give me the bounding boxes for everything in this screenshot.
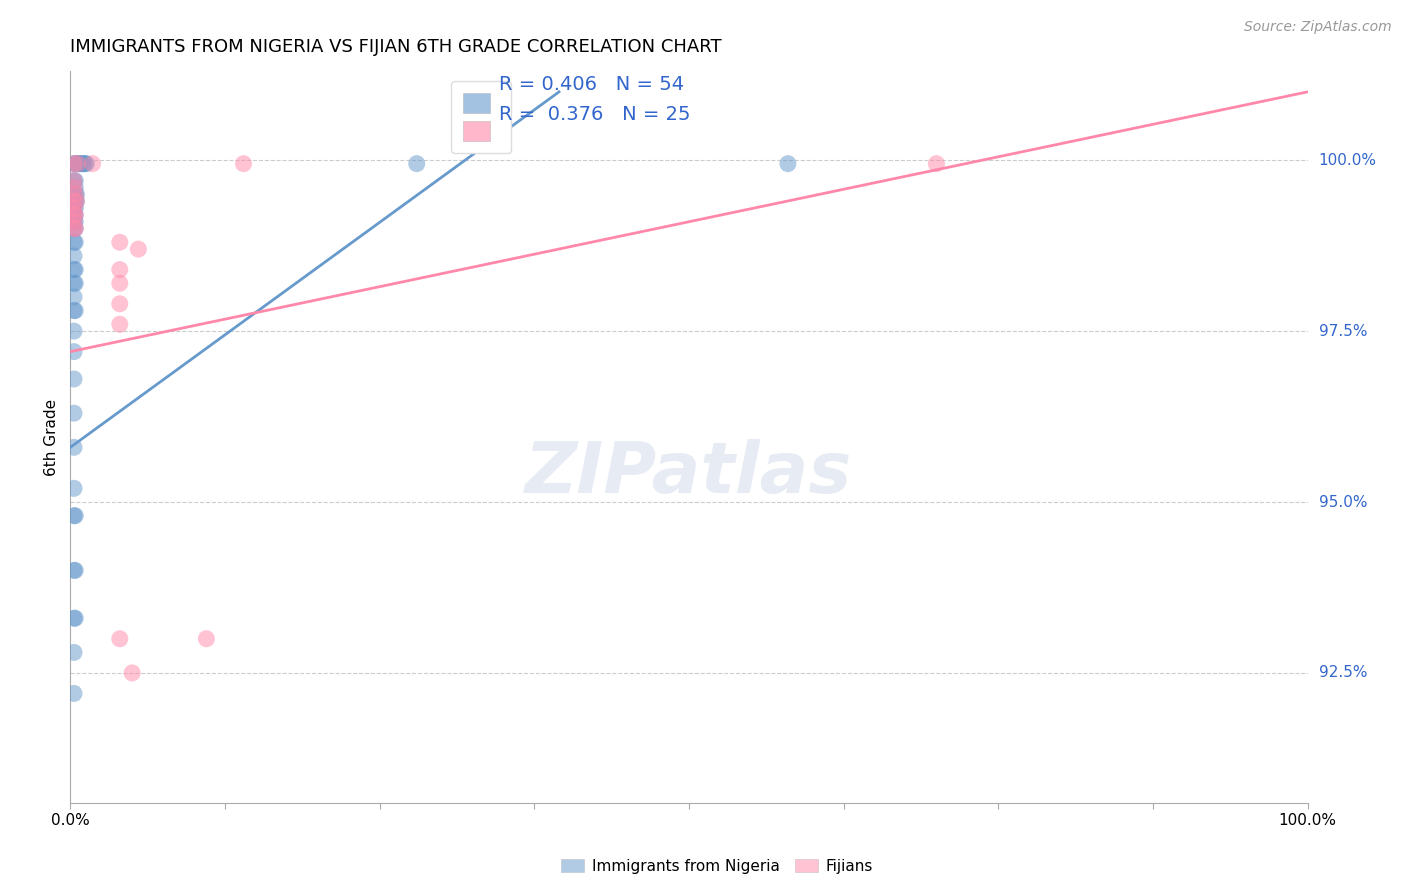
Point — [108, 632, 131, 646]
Text: R =  0.376   N = 25: R = 0.376 N = 25 — [499, 104, 690, 124]
Point — [65, 563, 87, 577]
Point — [65, 187, 87, 202]
Point — [65, 156, 87, 170]
Point — [63, 440, 86, 454]
Point — [63, 406, 86, 420]
Point — [63, 324, 86, 338]
Point — [65, 262, 87, 277]
Point — [63, 221, 86, 235]
Point — [63, 215, 86, 229]
Point — [73, 156, 96, 170]
Point — [63, 262, 86, 277]
Point — [63, 208, 86, 222]
Point — [63, 686, 86, 700]
Point — [65, 201, 87, 215]
Point — [65, 174, 87, 188]
Point — [405, 156, 427, 170]
Point — [127, 242, 149, 256]
Point — [66, 156, 89, 170]
Text: IMMIGRANTS FROM NIGERIA VS FIJIAN 6TH GRADE CORRELATION CHART: IMMIGRANTS FROM NIGERIA VS FIJIAN 6TH GR… — [70, 38, 721, 56]
Text: ZIPatlas: ZIPatlas — [526, 439, 852, 508]
Point — [195, 632, 218, 646]
Point — [82, 156, 104, 170]
Point — [63, 174, 86, 188]
Point — [63, 215, 86, 229]
Point — [63, 344, 86, 359]
Point — [925, 156, 948, 170]
Legend: , : , — [451, 81, 512, 153]
Point — [63, 194, 86, 209]
Point — [65, 277, 87, 291]
Point — [65, 611, 87, 625]
Text: 92.5%: 92.5% — [1319, 665, 1367, 681]
Point — [65, 208, 87, 222]
Point — [72, 156, 94, 170]
Point — [65, 187, 87, 202]
Point — [63, 208, 86, 222]
Point — [63, 249, 86, 263]
Point — [69, 156, 91, 170]
Point — [65, 156, 87, 170]
Point — [63, 645, 86, 659]
Point — [63, 187, 86, 202]
Point — [65, 194, 87, 209]
Point — [63, 290, 86, 304]
Point — [776, 156, 799, 170]
Point — [108, 262, 131, 277]
Text: 100.0%: 100.0% — [1319, 153, 1376, 168]
Point — [63, 174, 86, 188]
Point — [65, 235, 87, 250]
Point — [63, 563, 86, 577]
Point — [65, 180, 87, 194]
Point — [63, 481, 86, 495]
Point — [65, 221, 87, 235]
Point — [63, 156, 86, 170]
Point — [232, 156, 254, 170]
Point — [63, 180, 86, 194]
Text: 95.0%: 95.0% — [1319, 494, 1367, 509]
Point — [63, 508, 86, 523]
Point — [63, 194, 86, 209]
Text: R = 0.406   N = 54: R = 0.406 N = 54 — [499, 75, 685, 95]
Point — [121, 665, 143, 680]
Legend: Immigrants from Nigeria, Fijians: Immigrants from Nigeria, Fijians — [555, 853, 879, 880]
Point — [63, 277, 86, 291]
Point — [63, 221, 86, 235]
Point — [65, 194, 87, 209]
Point — [65, 303, 87, 318]
Point — [108, 297, 131, 311]
Point — [65, 215, 87, 229]
Point — [67, 156, 90, 170]
Point — [63, 372, 86, 386]
Point — [75, 156, 97, 170]
Point — [65, 508, 87, 523]
Point — [63, 611, 86, 625]
Point — [70, 156, 93, 170]
Point — [75, 156, 97, 170]
Point — [63, 303, 86, 318]
Point — [108, 318, 131, 332]
Point — [63, 156, 86, 170]
Point — [66, 156, 89, 170]
Point — [63, 201, 86, 215]
Point — [65, 194, 87, 209]
Point — [65, 187, 87, 202]
Point — [65, 221, 87, 235]
Point — [63, 201, 86, 215]
Text: 97.5%: 97.5% — [1319, 324, 1367, 339]
Point — [108, 277, 131, 291]
Point — [65, 208, 87, 222]
Text: Source: ZipAtlas.com: Source: ZipAtlas.com — [1244, 21, 1392, 34]
Y-axis label: 6th Grade: 6th Grade — [44, 399, 59, 475]
Point — [63, 235, 86, 250]
Point — [108, 235, 131, 250]
